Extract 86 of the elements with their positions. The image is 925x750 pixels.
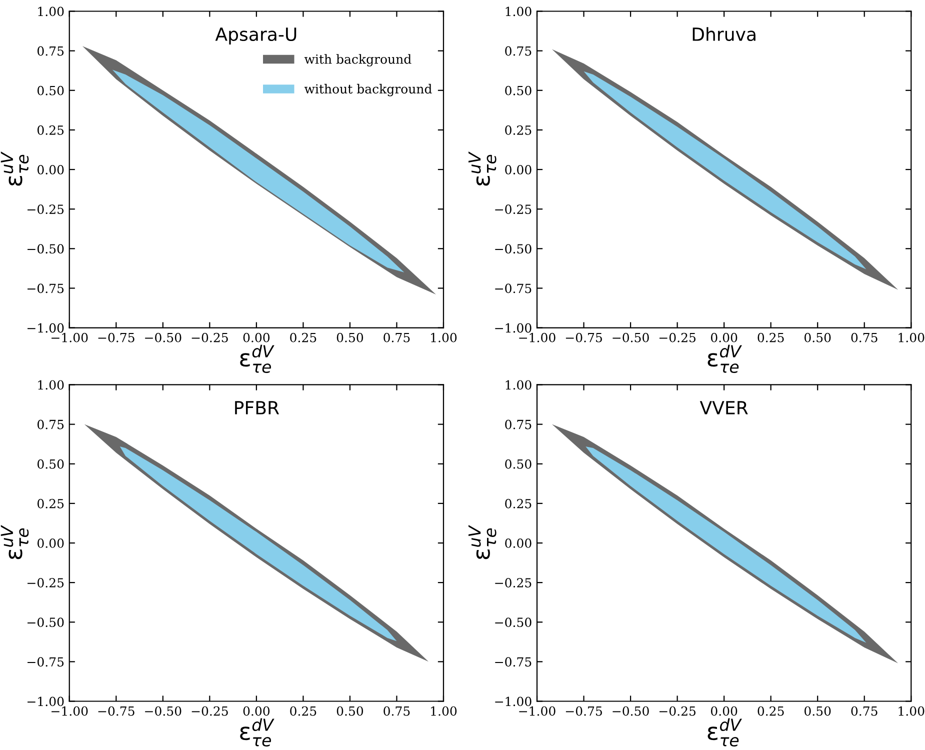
- y-tick-label: 1.00: [506, 380, 532, 390]
- y-tick-label: 0.25: [38, 125, 64, 135]
- y-tick-label: −0.25: [28, 578, 64, 588]
- x-tick-label: −0.50: [612, 332, 649, 342]
- x-tick-label: −0.75: [566, 332, 602, 342]
- x-tick-label: 0.25: [758, 332, 784, 342]
- legend-label: with background: [304, 54, 412, 66]
- y-tick-label: −0.75: [28, 657, 64, 667]
- y-axis-title: ε$^{uV}$$_{τe}$: [0, 524, 29, 560]
- y-tick-label: −0.50: [495, 618, 532, 628]
- x-tick-label: 0.25: [758, 706, 784, 716]
- y-tick-label: −1.00: [495, 323, 532, 333]
- x-tick-label: 0.00: [243, 706, 270, 716]
- y-tick-label: 0.50: [505, 86, 532, 96]
- x-tick-label: 1.00: [898, 706, 924, 716]
- x-axis-title: ε$^{dV}$$_{τe}$: [708, 344, 742, 374]
- x-tick-label: −0.75: [566, 706, 602, 716]
- y-tick-label: 0.25: [505, 125, 532, 135]
- y-tick-label: −1.00: [28, 696, 64, 706]
- x-axis-title: ε$^{dV}$$_{τe}$: [240, 344, 274, 374]
- x-tick-label: 0.00: [710, 706, 738, 716]
- x-tick-label: −1.00: [52, 332, 88, 342]
- x-tick-label: −0.75: [98, 706, 134, 716]
- y-tick-label: 0.50: [38, 459, 64, 469]
- x-tick-label: 1.00: [431, 332, 457, 342]
- y-tick-label: 0.75: [505, 420, 532, 430]
- y-tick-label: 0.50: [505, 459, 532, 469]
- x-tick-label: 1.00: [431, 706, 457, 716]
- text: PFBR: [235, 401, 280, 414]
- x-tick-label: −0.25: [192, 332, 228, 342]
- x-tick-label: 0.25: [290, 706, 316, 716]
- x-tick-label: 0.75: [384, 332, 410, 342]
- y-tick-label: 0.75: [505, 46, 532, 56]
- y-tick-label: −0.50: [28, 244, 64, 254]
- y-tick-label: 0.50: [38, 86, 64, 96]
- y-tick-label: 0.00: [505, 538, 532, 548]
- y-tick-label: 1.00: [506, 6, 532, 16]
- y-tick-label: −0.25: [28, 204, 64, 214]
- x-tick-label: −0.75: [98, 332, 134, 342]
- y-tick-label: 0.75: [38, 46, 64, 56]
- x-axis-title: ε$^{dV}$$_{τe}$: [708, 718, 742, 746]
- y-tick-label: 0.00: [38, 164, 64, 174]
- text: Dhruva: [692, 27, 756, 42]
- y-axis-title: ε$^{uV}$$_{τe}$: [468, 151, 496, 186]
- y-tick-label: −0.75: [495, 284, 532, 294]
- x-tick-label: 1.00: [898, 332, 924, 342]
- x-axis-title: ε$^{dV}$$_{τe}$: [240, 718, 274, 746]
- text: VVER: [700, 401, 748, 414]
- y-tick-label: −0.25: [495, 204, 532, 214]
- y-tick-label: 0.75: [38, 420, 64, 430]
- y-tick-label: 0.25: [38, 498, 64, 508]
- y-axis-title: ε$^{uV}$$_{τe}$: [0, 151, 29, 186]
- y-tick-label: −1.00: [495, 696, 532, 706]
- x-tick-label: −0.50: [612, 706, 649, 716]
- y-tick-label: −0.75: [495, 657, 532, 667]
- y-tick-label: 0.00: [505, 164, 532, 174]
- x-tick-label: 0.50: [336, 706, 364, 716]
- x-tick-label: 0.00: [243, 332, 270, 342]
- y-tick-label: 0.25: [505, 498, 532, 508]
- x-tick-label: −1.00: [519, 332, 556, 342]
- text: Apsara-U: [215, 28, 296, 45]
- x-tick-label: −0.25: [659, 332, 696, 342]
- x-tick-label: −0.25: [659, 706, 696, 716]
- x-tick-label: 0.75: [384, 706, 410, 716]
- y-tick-label: −0.75: [28, 284, 64, 294]
- x-tick-label: −1.00: [52, 706, 88, 716]
- x-tick-label: 0.00: [710, 332, 738, 342]
- x-tick-label: −1.00: [519, 706, 556, 716]
- x-tick-label: 0.50: [336, 332, 364, 342]
- x-tick-label: 0.50: [804, 706, 831, 716]
- x-tick-label: 0.75: [851, 332, 878, 342]
- y-tick-label: −0.25: [495, 578, 532, 588]
- y-tick-label: 1.00: [38, 380, 64, 390]
- legend-label: without background: [304, 84, 432, 96]
- x-tick-label: 0.50: [804, 332, 831, 342]
- x-tick-label: −0.25: [192, 706, 228, 716]
- y-tick-label: −0.50: [495, 244, 532, 254]
- y-axis-title: ε$^{uV}$$_{τe}$: [468, 524, 496, 560]
- x-tick-label: −0.50: [145, 332, 182, 342]
- x-tick-label: 0.25: [290, 332, 316, 342]
- x-tick-label: 0.75: [851, 706, 878, 716]
- y-tick-label: −0.50: [28, 618, 64, 628]
- y-tick-label: 0.00: [38, 538, 64, 548]
- y-tick-label: 1.00: [38, 6, 64, 16]
- x-tick-label: −0.50: [145, 706, 182, 716]
- y-tick-label: −1.00: [28, 323, 64, 333]
